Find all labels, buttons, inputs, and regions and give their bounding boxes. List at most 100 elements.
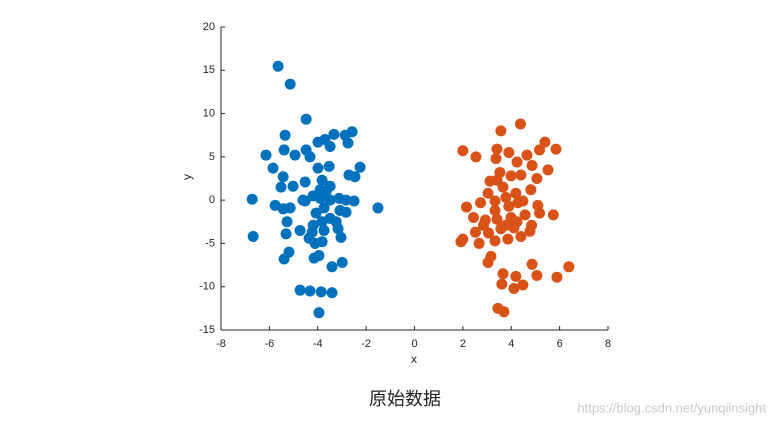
point (284, 78, 296, 90)
y-tick-label: 20 (203, 21, 215, 33)
point (333, 192, 345, 204)
point (342, 137, 354, 149)
point (260, 149, 272, 161)
point (550, 143, 562, 155)
point (551, 271, 563, 283)
point (514, 118, 526, 130)
point (275, 181, 287, 193)
x-tick-label: 2 (460, 338, 466, 350)
point (482, 256, 494, 268)
point (300, 113, 312, 125)
point (469, 226, 481, 238)
y-tick-label: 10 (203, 107, 215, 119)
point (247, 231, 259, 243)
point (461, 201, 473, 213)
point (511, 156, 523, 168)
point (482, 187, 494, 199)
point (272, 60, 284, 72)
point (490, 153, 502, 165)
point (281, 216, 293, 228)
point (534, 144, 546, 156)
point (489, 235, 501, 247)
point (313, 307, 325, 319)
point (491, 213, 503, 225)
point (517, 279, 529, 291)
point (508, 282, 520, 294)
point (468, 211, 480, 223)
point (489, 205, 501, 217)
x-tick-label: 4 (508, 338, 514, 350)
point (500, 192, 512, 204)
point (495, 125, 507, 137)
point (563, 261, 575, 273)
point (294, 284, 306, 296)
point (312, 136, 324, 148)
y-tick-label: 15 (203, 64, 215, 76)
point (328, 128, 340, 140)
x-axis-label: x (411, 352, 417, 366)
x-tick-label: -8 (216, 338, 226, 350)
point (526, 160, 538, 172)
point (306, 226, 318, 238)
point (318, 224, 330, 236)
point (519, 209, 531, 221)
point (354, 161, 366, 173)
point (304, 151, 316, 163)
point (334, 205, 346, 217)
point (497, 268, 509, 280)
point (531, 173, 543, 184)
point (491, 143, 503, 155)
y-tick-label: -15 (199, 324, 215, 336)
point (473, 237, 485, 249)
point (498, 306, 510, 318)
point (326, 261, 338, 273)
point (539, 136, 551, 148)
point (372, 202, 384, 214)
point (304, 285, 316, 297)
x-tick-label: 8 (605, 338, 611, 350)
point (502, 233, 514, 245)
point (526, 258, 538, 270)
point (320, 186, 332, 198)
point (299, 195, 311, 207)
y-axis-label: y (180, 174, 194, 180)
x-tick-label: -4 (313, 338, 323, 350)
point (510, 187, 522, 199)
point (526, 219, 538, 231)
point (521, 149, 533, 161)
point (294, 224, 306, 236)
point (310, 207, 322, 219)
point (348, 195, 360, 207)
point (503, 200, 515, 212)
point (246, 193, 258, 205)
point (470, 151, 482, 163)
point (496, 278, 508, 290)
y-tick-label: -5 (205, 237, 215, 249)
point (318, 202, 330, 214)
point (489, 195, 501, 207)
point (346, 126, 358, 138)
x-tick-label: -6 (264, 338, 274, 350)
point (531, 269, 543, 281)
point (289, 149, 301, 161)
point (500, 219, 512, 231)
watermark: https://blog.csdn.net/yunqiinsight (577, 400, 766, 415)
x-tick-label: -2 (361, 338, 371, 350)
point (313, 250, 325, 262)
point (315, 286, 327, 298)
point (284, 202, 296, 214)
point (457, 145, 469, 157)
y-tick-label: 0 (209, 194, 215, 206)
point (510, 270, 522, 282)
point (503, 147, 515, 159)
point (267, 162, 279, 174)
point (512, 197, 524, 209)
point (483, 227, 495, 239)
y-tick-label: 5 (209, 151, 215, 163)
point (309, 237, 321, 249)
point (457, 233, 469, 245)
point (278, 144, 290, 156)
point (279, 129, 291, 141)
point (307, 190, 319, 202)
